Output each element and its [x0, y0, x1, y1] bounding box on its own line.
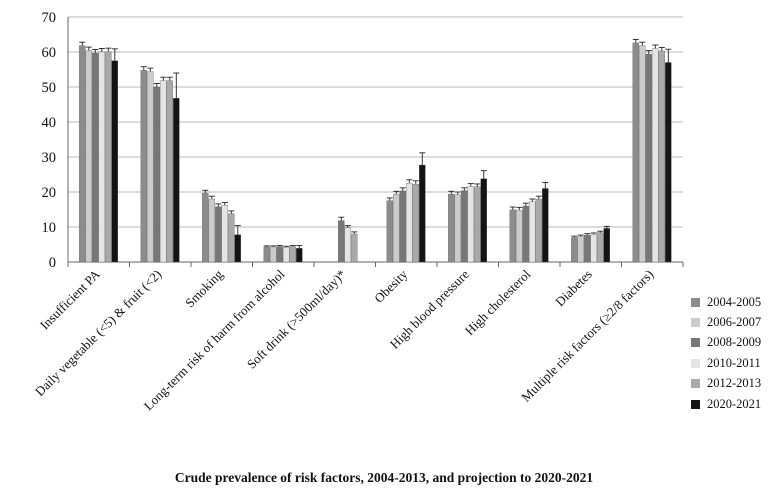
- bar: [658, 50, 665, 263]
- bar: [166, 80, 173, 263]
- legend-swatch: [691, 358, 700, 368]
- legend-label: 2004-2005: [707, 294, 762, 309]
- bar: [276, 246, 283, 263]
- bar: [474, 186, 481, 263]
- bar: [289, 246, 296, 263]
- bar: [597, 232, 604, 263]
- y-tick-label: 20: [42, 185, 57, 201]
- bar: [480, 178, 487, 263]
- bar: [344, 227, 351, 263]
- bar: [639, 45, 646, 263]
- legend-swatch: [691, 318, 700, 328]
- bar: [296, 248, 303, 263]
- legend-item: 2020-2021: [691, 394, 761, 414]
- bar: [535, 198, 542, 263]
- y-tick-label: 60: [42, 45, 57, 61]
- bar: [461, 190, 468, 263]
- bar: [399, 190, 406, 263]
- chart-title: Crude prevalence of risk factors, 2004-2…: [174, 470, 594, 485]
- bar: [263, 246, 270, 263]
- bar: [393, 193, 400, 263]
- legend-item: 2004-2005: [691, 292, 761, 312]
- bar: [467, 186, 474, 263]
- legend-swatch: [691, 297, 700, 307]
- bar: [522, 205, 529, 263]
- bar: [516, 210, 523, 263]
- bar: [406, 183, 413, 263]
- bar: [412, 184, 419, 263]
- bar: [590, 234, 597, 263]
- x-tick-label: Insufficient PA: [37, 266, 103, 332]
- legend-label: 2008-2009: [707, 335, 762, 350]
- bar: [202, 192, 209, 263]
- y-tick-label: 40: [42, 115, 57, 131]
- legend-item: 2008-2009: [691, 333, 761, 353]
- legend-swatch: [691, 379, 700, 389]
- bar: [571, 237, 578, 263]
- bar: [221, 205, 228, 263]
- bar: [509, 209, 516, 263]
- x-tick-label: Obesity: [371, 266, 411, 306]
- bar: [234, 234, 241, 263]
- bar: [645, 53, 652, 263]
- bar: [603, 228, 610, 263]
- bar: [160, 80, 167, 263]
- bar: [632, 42, 639, 263]
- bar: [105, 51, 112, 263]
- legend-label: 2010-2011: [707, 355, 761, 370]
- legend-label: 2006-2007: [707, 315, 762, 330]
- bar: [92, 52, 99, 263]
- bar: [448, 193, 455, 263]
- legend-item: 2006-2007: [691, 312, 761, 332]
- x-tick-label: Multiple risk factors (≥2/8 factors): [518, 267, 656, 405]
- legend-swatch: [691, 338, 700, 348]
- legend-item: 2010-2011: [691, 353, 761, 373]
- bar: [665, 62, 672, 263]
- bar: [79, 45, 86, 263]
- bar: [140, 70, 147, 263]
- x-tick-label: Daily vegetable (<5) & fruit (<2): [32, 267, 165, 400]
- bar: [338, 220, 345, 263]
- bar: [454, 194, 461, 263]
- bar: [228, 213, 235, 263]
- bar: [577, 236, 584, 263]
- bar: [208, 198, 215, 263]
- bar: [386, 200, 393, 263]
- legend-item: 2012-2013: [691, 374, 761, 394]
- bar: [419, 164, 426, 263]
- bar: [542, 188, 549, 263]
- bar: [98, 51, 105, 263]
- bar: [351, 233, 358, 263]
- y-tick-label: 0: [49, 255, 56, 271]
- y-tick-label: 10: [42, 220, 57, 236]
- y-tick-label: 50: [42, 80, 57, 96]
- bar: [270, 246, 277, 263]
- bar: [215, 206, 222, 263]
- bar: [147, 71, 154, 263]
- x-tick-label: High cholesterol: [462, 266, 534, 338]
- bar: [153, 86, 160, 263]
- bar: [173, 98, 180, 263]
- bar: [529, 201, 536, 263]
- bar: [111, 60, 118, 263]
- y-tick-label: 70: [42, 10, 57, 26]
- bar: [85, 50, 92, 263]
- x-tick-label: Diabetes: [552, 267, 595, 310]
- x-tick-label: Smoking: [182, 266, 226, 310]
- bar: [283, 247, 290, 263]
- legend: 2004-2005 2006-2007 2008-2009 2010-2011 2012…: [691, 292, 761, 414]
- legend-label: 2012-2013: [707, 376, 762, 391]
- bar: [584, 234, 591, 263]
- x-tick-label: Soft drink (>500ml/day)*: [244, 267, 349, 372]
- y-tick-label: 30: [42, 150, 57, 166]
- bar: [652, 48, 659, 263]
- legend-swatch: [691, 399, 700, 409]
- legend-label: 2020-2021: [707, 396, 762, 411]
